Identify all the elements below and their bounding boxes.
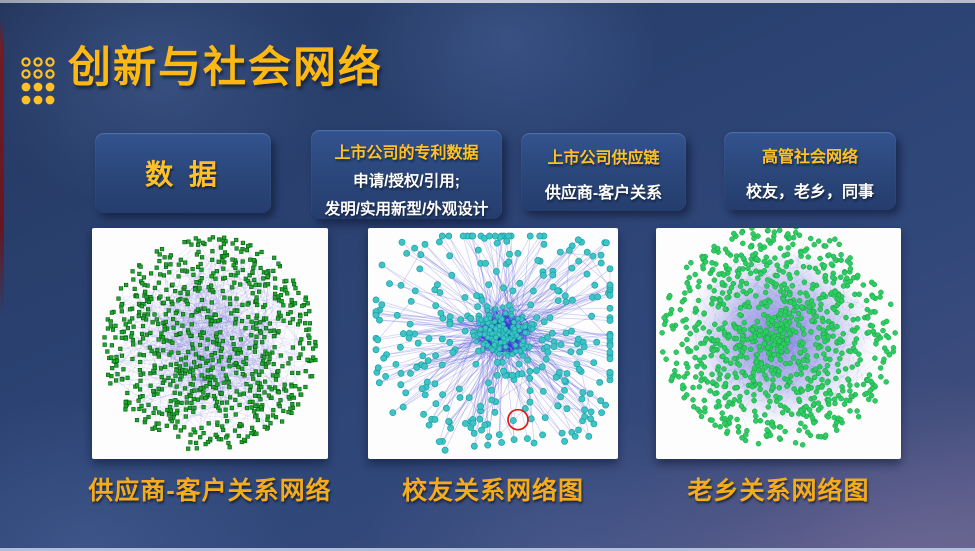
figure-supplier-customer-network [92,228,328,459]
executive-network-box: 高管社会网络 校友，老乡，同事 [724,132,896,210]
figure-caption-alumni: 校友关系网络图 [401,477,584,505]
supplier-customer-network-graph [102,235,318,451]
supply-chain-box: 上市公司供应链 供应商-客户关系 [521,133,686,211]
patent-box-line-2: 发明/实用新型/外观设计 [324,201,489,218]
top-edge-line [0,0,975,3]
left-accent-stripe [0,18,4,318]
patent-box-title: 上市公司的专利数据 [334,145,479,162]
executive-box-line: 校友，老乡，同事 [745,184,874,201]
executive-box-title: 高管社会网络 [761,149,858,166]
data-box: 数 据 [95,133,271,213]
bottom-edge-line [0,548,975,551]
data-box-label: 数 据 [145,159,221,190]
supply-chain-box-line: 供应商-客户关系 [544,185,663,202]
supply-chain-box-title: 上市公司供应链 [547,150,660,167]
dot-grid-icon [21,57,55,105]
figure-hometown-network [656,228,901,459]
hometown-network-graph [659,228,898,448]
figure-caption-supplier-customer: 供应商-客户关系网络 [88,477,332,505]
patent-box-line-1: 申请/授权/引用; [353,173,460,190]
figure-caption-hometown: 老乡关系网络图 [687,477,870,505]
page-title: 创新与社会网络 [68,44,383,92]
figure-alumni-network [368,228,618,459]
slide-header: 创新与社会网络 [20,44,383,106]
alumni-network-graph [372,232,614,454]
patent-data-box: 上市公司的专利数据 申请/授权/引用; 发明/实用新型/外观设计 [311,130,502,219]
